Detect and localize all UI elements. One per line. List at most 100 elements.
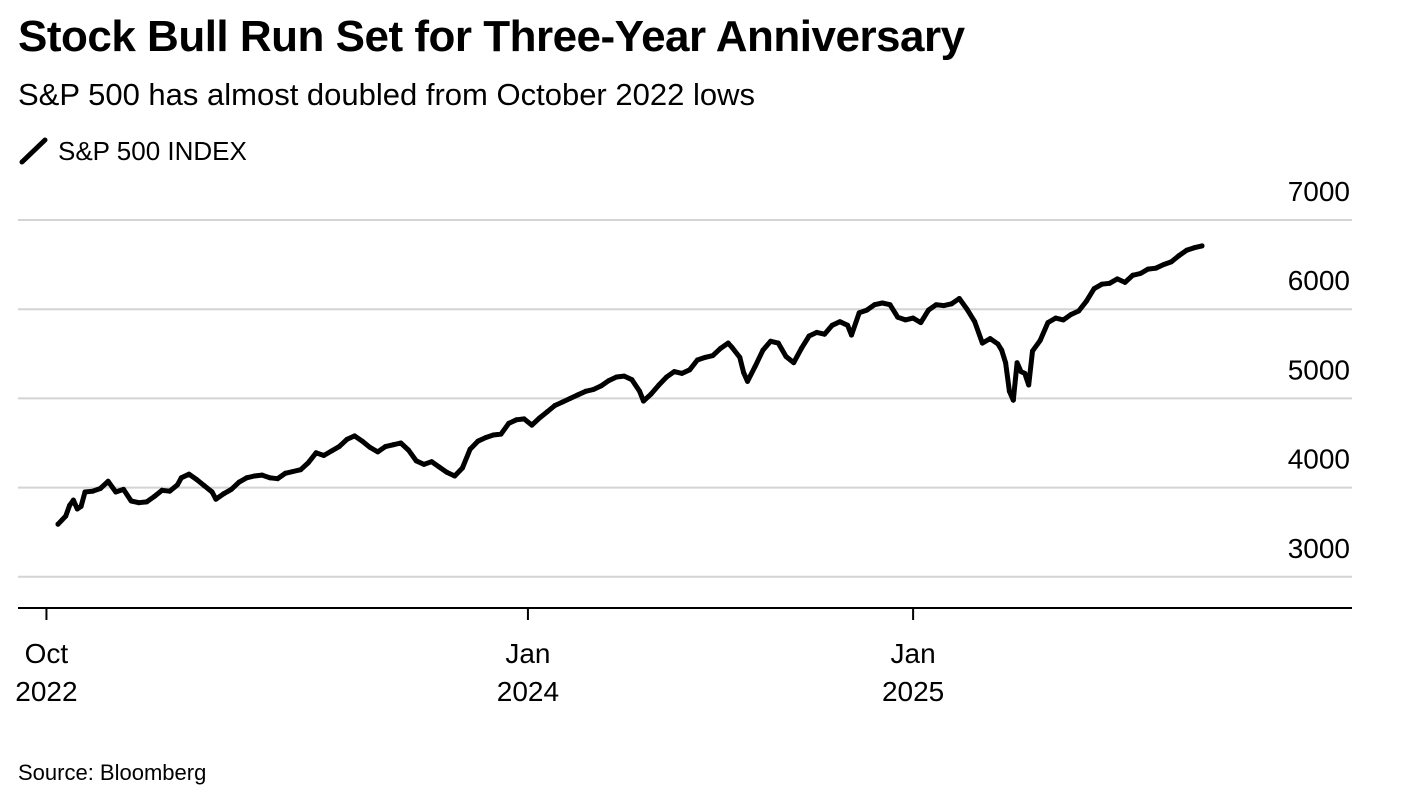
data-point-16 — [159, 487, 165, 493]
data-point-83 — [664, 374, 670, 380]
data-point-30 — [259, 472, 265, 478]
x-tick-year-2022: 2022 — [15, 676, 77, 707]
data-point-115 — [895, 314, 901, 320]
legend: S&P 500 INDEX — [18, 135, 247, 167]
data-point-43 — [359, 438, 365, 444]
data-point-75 — [606, 378, 612, 384]
data-point-117 — [910, 315, 916, 321]
data-point-27 — [236, 479, 242, 485]
data-point-14 — [144, 499, 150, 505]
data-point-89 — [710, 353, 716, 359]
data-point-13 — [136, 500, 142, 506]
data-point-99 — [775, 340, 781, 346]
data-point-144 — [1083, 298, 1089, 304]
data-point-56 — [459, 465, 465, 471]
data-point-143 — [1076, 308, 1082, 314]
data-point-72 — [583, 388, 589, 394]
data-point-92 — [729, 345, 735, 350]
y-tick-label-5000: 5000 — [1288, 354, 1350, 385]
data-point-59 — [483, 435, 489, 441]
data-point-0 — [55, 521, 61, 527]
data-point-79 — [637, 388, 643, 394]
data-point-29 — [251, 473, 257, 479]
data-point-97 — [760, 347, 766, 353]
data-point-106 — [829, 322, 835, 328]
data-point-52 — [429, 459, 435, 465]
data-point-44 — [367, 444, 373, 450]
data-point-158 — [1191, 245, 1197, 251]
data-point-153 — [1153, 265, 1159, 271]
y-tick-label-4000: 4000 — [1288, 444, 1350, 475]
data-point-45 — [375, 449, 381, 455]
data-point-145 — [1091, 286, 1097, 292]
data-point-50 — [413, 458, 419, 464]
data-point-140 — [1053, 315, 1059, 321]
data-point-24 — [213, 496, 219, 502]
data-point-82 — [656, 382, 662, 388]
data-point-122 — [949, 301, 955, 307]
chart-title: Stock Bull Run Set for Three-Year Annive… — [18, 12, 965, 61]
data-point-61 — [498, 431, 504, 437]
data-point-91 — [725, 340, 731, 346]
data-point-133 — [1014, 360, 1020, 366]
data-point-137 — [1030, 348, 1035, 354]
data-point-94 — [741, 370, 747, 375]
data-point-124 — [964, 306, 970, 312]
data-point-125 — [972, 319, 978, 325]
x-tick-month-2024: Jan — [505, 638, 550, 669]
data-point-134 — [1018, 369, 1024, 375]
data-point-8 — [97, 486, 103, 491]
x-tick-month-2022: Oct — [25, 638, 69, 669]
data-point-20 — [186, 471, 192, 477]
data-point-149 — [1122, 279, 1128, 285]
data-point-65 — [529, 422, 535, 428]
data-point-15 — [151, 494, 157, 499]
data-point-116 — [902, 317, 908, 323]
data-point-103 — [806, 333, 812, 339]
data-point-25 — [221, 491, 227, 497]
data-point-107 — [837, 319, 843, 325]
data-point-71 — [575, 392, 581, 398]
data-point-119 — [926, 307, 931, 313]
data-point-7 — [90, 488, 96, 494]
data-point-141 — [1060, 317, 1066, 323]
data-point-53 — [436, 464, 442, 470]
data-point-18 — [174, 482, 180, 488]
data-point-73 — [590, 387, 596, 392]
data-point-146 — [1099, 281, 1105, 287]
data-point-152 — [1145, 266, 1151, 272]
data-point-12 — [128, 498, 134, 504]
data-point-28 — [244, 475, 250, 481]
data-point-60 — [490, 432, 496, 438]
data-point-136 — [1026, 382, 1032, 388]
data-point-46 — [382, 444, 388, 450]
data-point-90 — [718, 345, 723, 351]
data-point-11 — [121, 486, 126, 492]
data-point-64 — [521, 416, 527, 422]
data-point-5 — [78, 503, 84, 509]
data-point-129 — [999, 347, 1005, 353]
data-point-33 — [282, 470, 288, 476]
data-point-114 — [887, 302, 893, 308]
data-point-41 — [344, 436, 350, 442]
x-axis: Oct 2022 Jan 2024 Jan 2025 — [15, 607, 1352, 707]
y-tick-label-7000: 7000 — [1288, 176, 1350, 207]
data-point-112 — [872, 302, 878, 308]
data-point-36 — [305, 460, 311, 466]
data-point-19 — [178, 475, 184, 481]
y-axis: 3000 4000 5000 6000 7000 — [1288, 176, 1350, 564]
data-point-78 — [629, 377, 635, 383]
data-point-159 — [1199, 243, 1205, 249]
series-layer — [55, 243, 1205, 527]
data-point-102 — [798, 345, 804, 351]
data-point-151 — [1137, 271, 1143, 276]
data-point-95 — [745, 378, 750, 384]
data-point-57 — [467, 446, 473, 452]
source-note: Source: Bloomberg — [18, 760, 207, 785]
data-point-138 — [1037, 337, 1043, 343]
data-point-157 — [1184, 247, 1190, 253]
data-point-100 — [783, 354, 789, 359]
data-point-131 — [1006, 388, 1012, 394]
data-point-22 — [201, 483, 207, 489]
